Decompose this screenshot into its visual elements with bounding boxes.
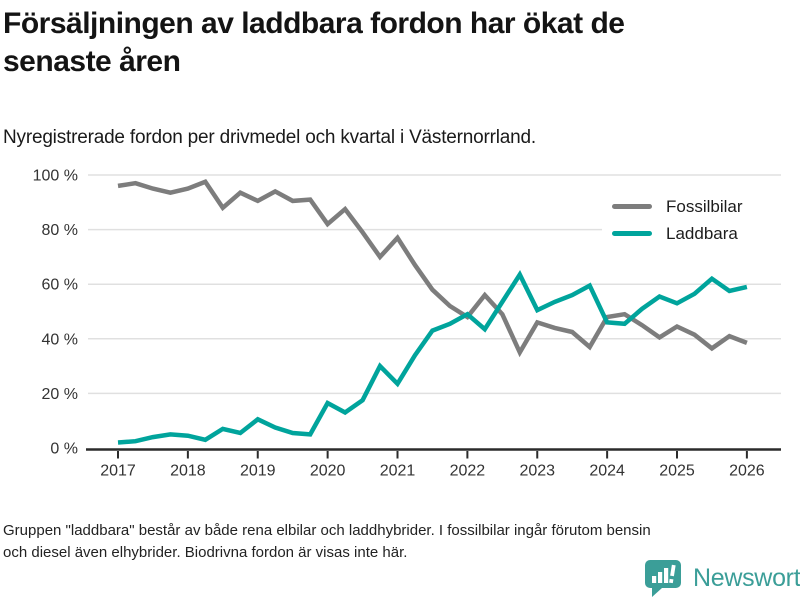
- x-tick-label: 2023: [519, 463, 555, 480]
- y-tick-label: 0 %: [50, 441, 78, 458]
- laddbara-line-swatch: [612, 231, 652, 236]
- x-tick-label: 2024: [589, 463, 625, 480]
- page-title-line2: senaste åren: [3, 45, 181, 78]
- legend-item-fossilbilar: Fossilbilar: [612, 193, 792, 220]
- footnote-line2: och diesel även elhybrider. Biodrivna fo…: [3, 544, 408, 561]
- legend-label-laddbara: Laddbara: [666, 223, 738, 243]
- x-tick-label: 2018: [170, 463, 206, 480]
- y-tick-label: 40 %: [42, 331, 78, 348]
- legend-item-laddbara: Laddbara: [612, 220, 792, 247]
- page-title: Försäljningen av laddbara fordon har öka…: [3, 5, 625, 81]
- fossilbilar-line-swatch: [612, 204, 652, 209]
- line-chart: 0 % 20 % 40 % 60 % 80 % 100 % 2017 2018 2019 2020…: [33, 168, 781, 480]
- bar-small: [652, 576, 657, 583]
- y-tick-label: 100 %: [33, 168, 78, 185]
- series-line-fossilbilar: [117, 179, 748, 358]
- x-tick-label: 2026: [729, 463, 765, 480]
- legend-label-fossilbilar: Fossilbilar: [666, 196, 743, 216]
- x-tick-label: 2017: [100, 463, 136, 480]
- bar-medium: [658, 572, 663, 583]
- x-tick-label: 2021: [380, 463, 416, 480]
- y-tick-label: 80 %: [42, 222, 78, 239]
- page-title-line1: Försäljningen av laddbara fordon har öka…: [3, 7, 625, 40]
- newsworthy-icon: [645, 560, 681, 597]
- x-tick-label: 2020: [310, 463, 346, 480]
- y-tick-label: 20 %: [42, 386, 78, 403]
- chart-legend: Fossilbilar Laddbara: [602, 191, 792, 249]
- exclamation-mark: [669, 564, 676, 584]
- footnote: Gruppen "laddbara" består av både rena e…: [3, 520, 651, 564]
- x-tick-label: 2019: [240, 463, 276, 480]
- x-tick-label: 2022: [450, 463, 486, 480]
- x-tick-label: 2025: [659, 463, 695, 480]
- footnote-line1: Gruppen "laddbara" består av både rena e…: [3, 522, 651, 539]
- chart-subtitle: Nyregistrerade fordon per drivmedel och …: [3, 127, 536, 148]
- series-line-laddbara: [117, 270, 748, 445]
- brand-name: Newsworthy: [693, 563, 800, 592]
- bar-tall: [664, 568, 669, 583]
- y-tick-label: 60 %: [42, 277, 78, 294]
- brand-logo: Newsworthy: [644, 559, 800, 597]
